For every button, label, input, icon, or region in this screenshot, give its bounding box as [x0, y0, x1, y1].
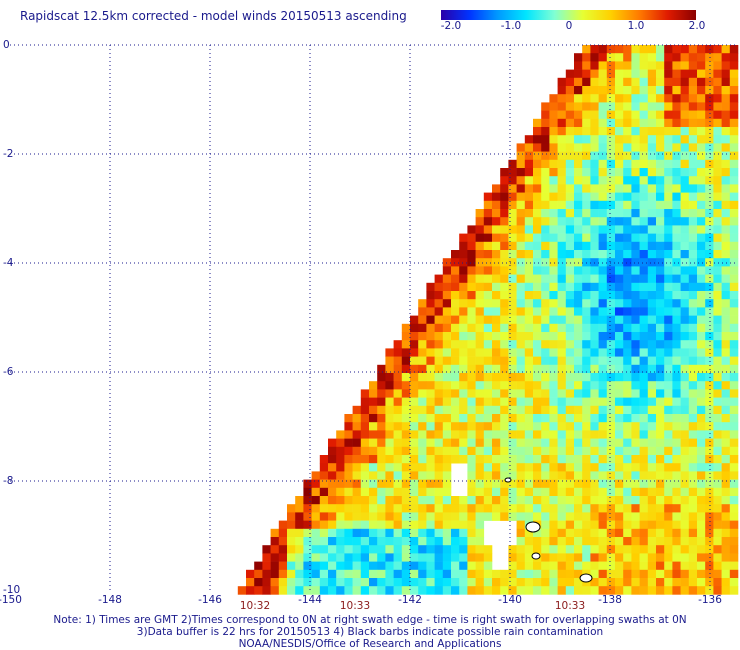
- x-tick-label: -142: [398, 594, 422, 606]
- swath-time-label: 10:33: [555, 600, 585, 612]
- map-title: Rapidscat 12.5km corrected - model winds…: [20, 9, 407, 23]
- x-tick-label: -148: [98, 594, 122, 606]
- x-tick-label: -150: [0, 594, 22, 606]
- swath-cells: [237, 45, 739, 595]
- colorbar-label-pos1: 1.0: [627, 20, 645, 32]
- colorbar-label-neg1: -1.0: [500, 20, 522, 32]
- footnote-line-3: NOAA/NESDIS/Office of Research and Appli…: [238, 638, 502, 650]
- y-tick-label: -2: [3, 148, 13, 160]
- colorbar-label-zero: 0: [565, 20, 573, 32]
- colorbar-label-max: 2.0: [688, 20, 706, 32]
- x-tick-label: -136: [698, 594, 722, 606]
- y-tick-label: -8: [3, 475, 13, 487]
- y-tick-label: 0: [3, 39, 10, 51]
- x-tick-label: -144: [298, 594, 322, 606]
- footnote-line-2: 3)Data buffer is 22 hrs for 20150513 4) …: [136, 626, 604, 638]
- y-tick-label: -4: [3, 257, 14, 269]
- x-tick-label: -140: [498, 594, 522, 606]
- footnote-line-1: Note: 1) Times are GMT 2)Times correspon…: [53, 614, 687, 626]
- y-tick-label: -6: [3, 366, 14, 378]
- island-outlines: [504, 477, 593, 583]
- axis-labels: -150 -148 -146 -144 -142 -140 -138 -136 0 -2 -4 -6 -…: [0, 39, 722, 612]
- lat-lon-grid: [10, 44, 735, 590]
- colorbar: [441, 10, 696, 20]
- swath-time-label: 10:32: [240, 600, 270, 612]
- x-tick-label: -146: [198, 594, 222, 606]
- colorbar-label-min: -2.0: [440, 20, 462, 32]
- x-tick-label: -138: [598, 594, 622, 606]
- swath-time-label: 10:33: [340, 600, 370, 612]
- y-tick-label: -10: [3, 584, 20, 596]
